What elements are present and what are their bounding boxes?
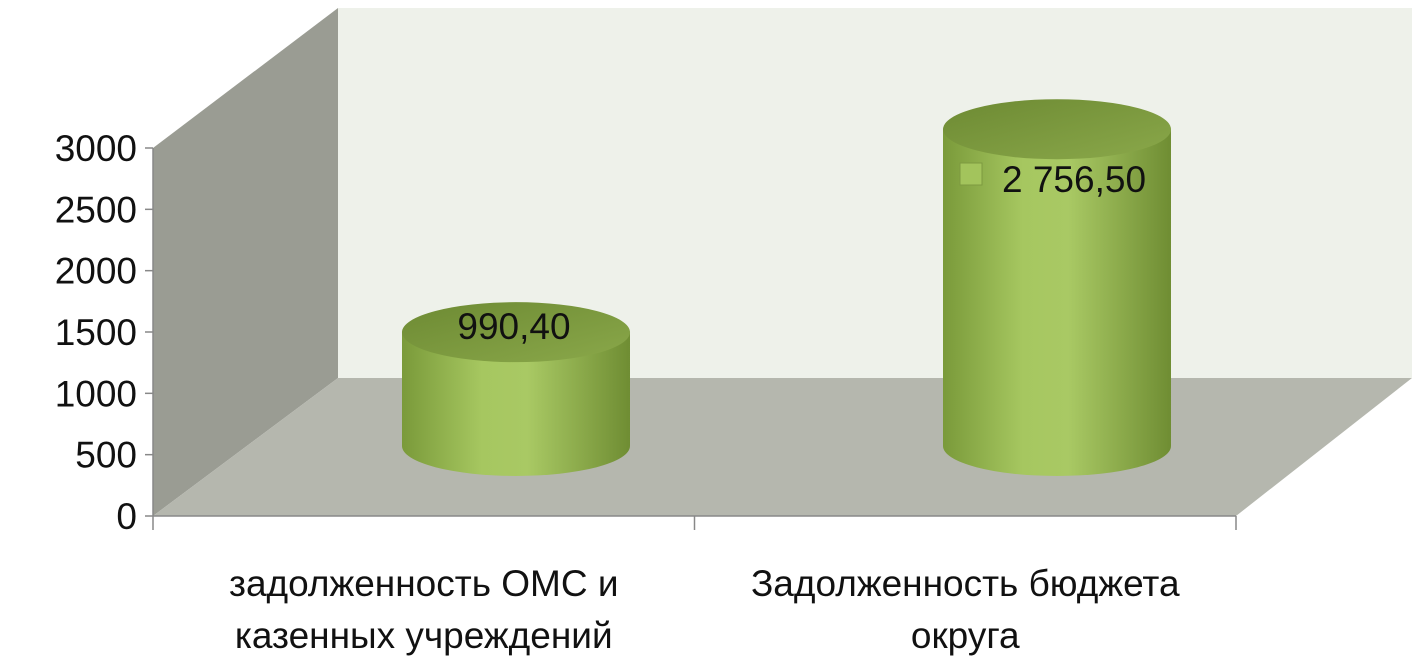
- labels: задолженность ОМС и казенных учреждений За…: [229, 159, 1180, 656]
- category-label: округа: [911, 615, 1020, 656]
- floor: [153, 378, 1412, 516]
- value-axis: 0 500 1000 1500 2000 2500 3000: [55, 128, 1237, 537]
- y-tick-label: 3000: [55, 128, 137, 169]
- side-wall: [153, 8, 338, 516]
- cylinder-top: [402, 302, 630, 363]
- data-label: 2 756,50: [1002, 159, 1146, 200]
- category-label: задолженность ОМС и: [229, 563, 619, 604]
- y-tick-label: 1000: [55, 373, 137, 414]
- y-tick-label: 500: [75, 435, 137, 476]
- cylinder-body: [943, 129, 1171, 476]
- category-label: Задолженность бюджета: [751, 563, 1180, 604]
- y-tick-label: 0: [116, 496, 137, 537]
- cylinder-bar: [943, 99, 1171, 476]
- bars: [402, 99, 1171, 476]
- legend-key-icon: [959, 162, 983, 186]
- data-label: 990,40: [457, 306, 570, 347]
- cylinder-top: [943, 99, 1171, 160]
- cylinder-body: [402, 332, 630, 476]
- chart-walls: [153, 8, 1412, 516]
- y-tick-label: 1500: [55, 312, 137, 353]
- cylinder-bar: [402, 302, 630, 476]
- category-label: казенных учреждений: [235, 615, 613, 656]
- y-tick-label: 2000: [55, 251, 137, 292]
- y-tick-label: 2500: [55, 189, 137, 230]
